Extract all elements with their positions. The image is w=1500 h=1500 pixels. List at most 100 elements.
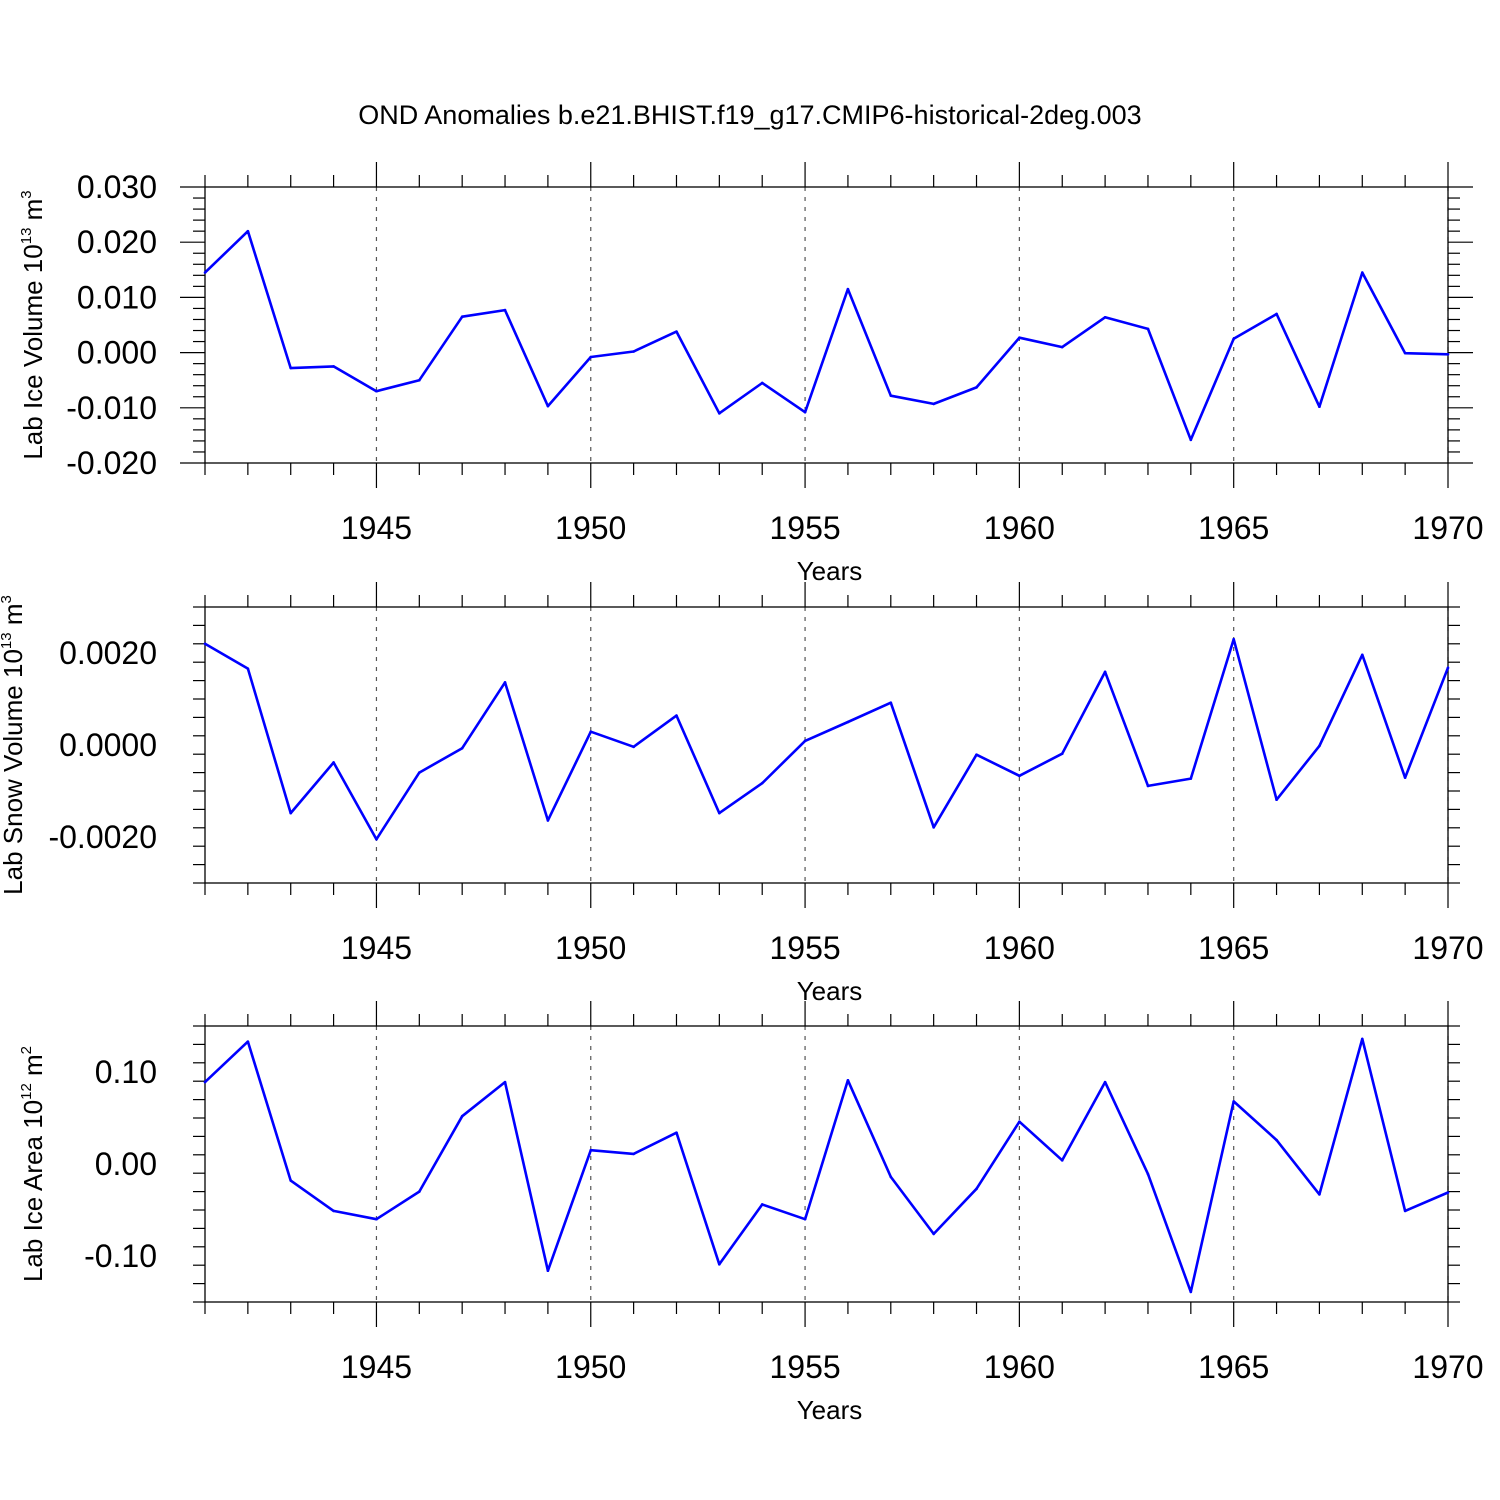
x-tick-label: 1960 xyxy=(984,1349,1055,1385)
plot-frame xyxy=(204,606,1449,884)
data-point xyxy=(1232,337,1235,341)
y-axis-title-sup2: 3 xyxy=(18,190,35,198)
data-point xyxy=(375,838,378,841)
data-point xyxy=(1360,1037,1364,1041)
data-point xyxy=(846,287,850,291)
y-tick-label: 0.020 xyxy=(77,224,157,260)
data-point xyxy=(632,1152,635,1156)
data-point xyxy=(1018,774,1021,778)
data-point xyxy=(675,714,678,717)
data-point xyxy=(546,819,550,822)
data-point xyxy=(418,771,421,774)
data-point xyxy=(1146,784,1150,788)
x-tick-label: 1970 xyxy=(1412,930,1483,966)
data-point xyxy=(846,1078,850,1082)
data-point xyxy=(1232,637,1235,641)
data-point xyxy=(589,355,593,359)
y-tick-label: -0.0020 xyxy=(48,819,157,855)
y-axis-title-mid: m xyxy=(18,1054,48,1083)
x-tick-label: 1960 xyxy=(984,510,1055,546)
data-point xyxy=(803,1217,807,1221)
data-point xyxy=(1275,1138,1278,1142)
y-axis-title-main: Lab Snow Volume 10 xyxy=(0,649,28,895)
x-tick-label: 1945 xyxy=(341,1349,412,1385)
y-tick-label: 0.030 xyxy=(77,169,157,205)
data-point xyxy=(1275,312,1278,316)
data-point xyxy=(460,1114,464,1118)
panel-1: -0.020 -0.010 0.000 0.010 0.020 0.030 1945 1950… xyxy=(18,162,1484,586)
y-tick-label: 0.10 xyxy=(95,1054,157,1090)
data-point xyxy=(1189,1290,1193,1294)
data-point xyxy=(632,350,635,353)
x-tick-label: 1965 xyxy=(1198,510,1269,546)
x-axis-title: Years xyxy=(797,1395,863,1425)
data-point xyxy=(1146,327,1150,331)
y-axis-title: Lab Snow Volume 1013 m3 xyxy=(0,595,28,895)
data-point xyxy=(889,394,893,397)
data-point xyxy=(418,378,421,382)
data-point xyxy=(546,404,550,408)
data-point xyxy=(503,1080,507,1084)
data-point xyxy=(1446,666,1450,670)
data-point xyxy=(375,389,378,393)
y-tick-label: 0.0000 xyxy=(59,727,157,763)
data-point xyxy=(1018,336,1021,339)
series-line xyxy=(204,229,1449,442)
y-axis-title-sup1: 12 xyxy=(18,1083,35,1100)
plot-frame xyxy=(204,1025,1449,1303)
data-point xyxy=(203,642,207,646)
y-axis-title-mid: m xyxy=(0,604,28,633)
data-point xyxy=(975,1187,978,1191)
x-tick-label: 1945 xyxy=(341,930,412,966)
x-tick-label: 1955 xyxy=(769,510,840,546)
data-point xyxy=(1060,345,1064,349)
data-point xyxy=(718,1262,721,1266)
data-point xyxy=(1103,315,1107,319)
y-tick-label: 0.000 xyxy=(77,335,157,371)
data-point xyxy=(289,366,293,370)
data-point xyxy=(889,1175,893,1179)
x-tick-label: 1945 xyxy=(341,510,412,546)
data-point xyxy=(1060,752,1064,756)
data-point xyxy=(889,701,893,704)
data-point xyxy=(1189,777,1193,780)
data-point xyxy=(460,746,464,750)
y-axis-title-sup1: 13 xyxy=(0,632,15,649)
data-point xyxy=(332,365,335,368)
data-point xyxy=(1360,271,1364,274)
data-point xyxy=(803,739,807,743)
y-axis-title-main: Lab Ice Volume 10 xyxy=(18,244,48,459)
data-point xyxy=(1018,1120,1021,1123)
data-point xyxy=(718,811,721,815)
x-tick-label: 1970 xyxy=(1412,1349,1483,1385)
data-point xyxy=(975,753,978,756)
y-axis-title-sup1: 13 xyxy=(18,228,35,245)
x-tick-label: 1955 xyxy=(769,930,840,966)
data-point xyxy=(589,1148,593,1152)
x-tick-label: 1955 xyxy=(769,1349,840,1385)
y-axis-title: Lab Ice Volume 1013 m3 xyxy=(18,190,48,459)
x-axis-title: Years xyxy=(797,976,863,1006)
x-tick-label: 1950 xyxy=(555,510,626,546)
panel-2: -0.0020 0.0000 0.0020 1945 1950 1955 1960 1965 1… xyxy=(0,582,1484,1006)
y-axis-title-sup2: 2 xyxy=(18,1046,35,1054)
data-point xyxy=(760,381,764,385)
data-point xyxy=(1146,1172,1150,1176)
panels: -0.020 -0.010 0.000 0.010 0.020 0.030 1945 1950… xyxy=(0,162,1484,1425)
y-axis-title-sup2: 3 xyxy=(0,595,15,603)
data-point xyxy=(803,410,807,414)
y-tick-label: -0.10 xyxy=(84,1238,157,1274)
x-tick-label: 1965 xyxy=(1198,930,1269,966)
data-point xyxy=(460,315,464,319)
data-point xyxy=(503,681,507,684)
plot-frame xyxy=(204,186,1449,464)
data-point xyxy=(589,730,593,733)
data-point xyxy=(760,1203,764,1206)
data-point xyxy=(246,1040,250,1043)
data-point xyxy=(246,229,250,233)
y-axis-title: Lab Ice Area 1012 m2 xyxy=(18,1046,48,1282)
y-axis-title-main: Lab Ice Area 10 xyxy=(18,1100,48,1282)
data-point xyxy=(932,402,935,406)
data-point xyxy=(675,1131,678,1135)
